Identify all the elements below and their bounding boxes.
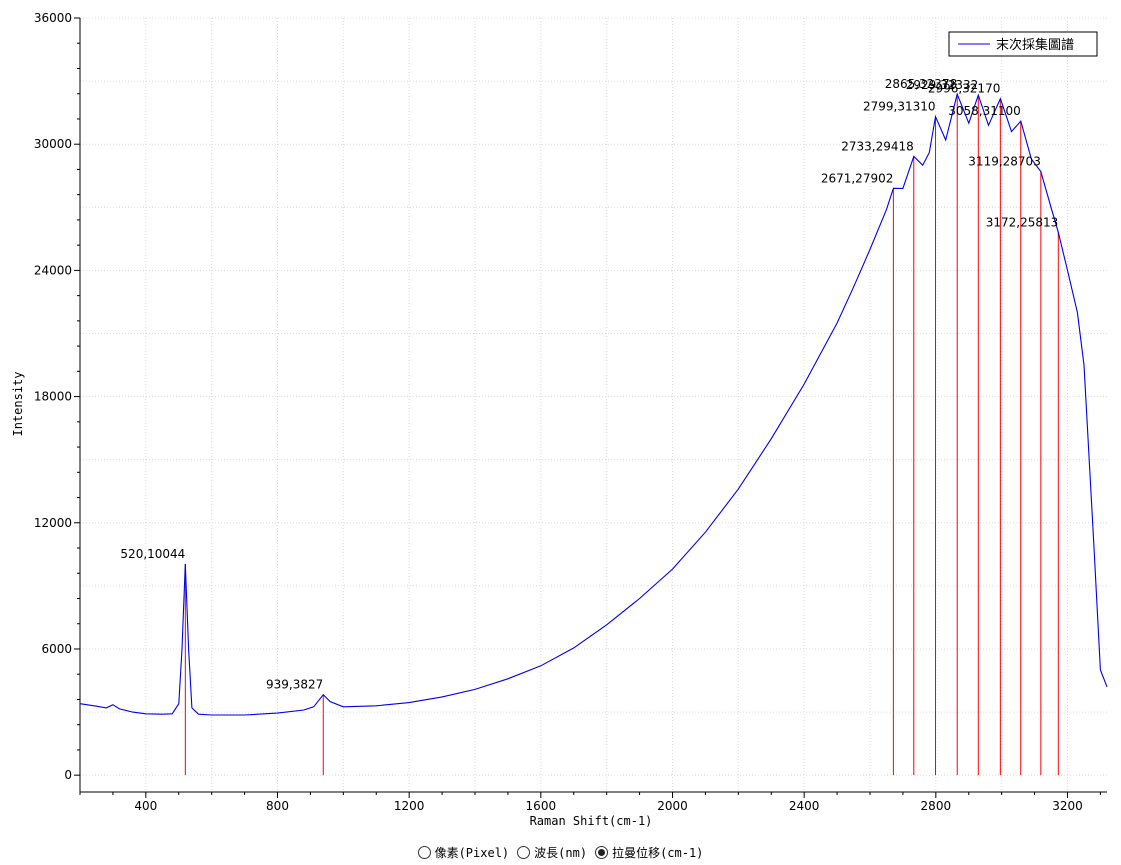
y-tick-label: 12000 [34, 516, 72, 530]
y-tick-label: 0 [64, 768, 72, 782]
x-tick-label: 2000 [657, 799, 688, 813]
peak-label: 2996,32170 [928, 82, 1001, 96]
grid [80, 17, 1107, 792]
x-tick-label: 2400 [789, 799, 820, 813]
peak-label: 3058,31100 [948, 104, 1021, 118]
y-tick-label: 6000 [41, 642, 72, 656]
x-tick-label: 2800 [921, 799, 952, 813]
series [79, 92, 1108, 716]
x-axis-label: Raman Shift(cm-1) [530, 814, 653, 828]
mode-option-label: 拉曼位移(cm-1) [612, 845, 704, 860]
series-line [79, 92, 1108, 716]
peak-label: 2865,32378 [885, 77, 958, 91]
radio-wavelength[interactable] [517, 845, 531, 859]
x-tick-label: 1600 [526, 799, 557, 813]
peak-label: 520,10044 [120, 547, 185, 561]
y-tick-label: 18000 [34, 390, 72, 404]
axes [74, 17, 1107, 798]
x-axis-unit-selector: 像素(Pixel) 波長(nm) 拉曼位移(cm-1) [0, 841, 1121, 863]
mode-option-label: 波長(nm) [534, 845, 588, 860]
x-tick-label: 3200 [1052, 799, 1083, 813]
mode-option-raman-shift[interactable]: 拉曼位移(cm-1) [595, 844, 703, 861]
peak-label: 3119,28703 [968, 154, 1041, 168]
x-tick-label: 400 [134, 799, 157, 813]
peak-markers [184, 94, 1059, 776]
raman-spectrum-chart: 400 800 1200 1600 2000 2400 2800 3200 0 6000 12000… [11, 11, 1108, 828]
peak-label: 3172,25813 [986, 215, 1059, 229]
y-tick-label: 30000 [34, 137, 72, 151]
legend: 末次採集圖譜 [948, 31, 1098, 57]
radio-pixel[interactable] [417, 845, 431, 859]
peak-labels: 520,10044 939,3827 2671,27902 2733,29418 279… [120, 77, 1058, 692]
x-tick-label: 800 [266, 799, 289, 813]
mode-option-wavelength[interactable]: 波長(nm) [517, 844, 587, 861]
peak-label: 939,3827 [266, 678, 323, 692]
x-tick-label: 1200 [394, 799, 425, 813]
peak-label: 2799,31310 [863, 100, 936, 114]
mode-option-label: 像素(Pixel) [434, 845, 510, 860]
y-tick-label: 36000 [34, 11, 72, 25]
tick-labels: 400 800 1200 1600 2000 2400 2800 3200 0 6000 12000… [34, 11, 1083, 813]
peak-label: 2671,27902 [821, 171, 894, 185]
legend-entry: 末次採集圖譜 [996, 37, 1074, 53]
mode-option-pixel[interactable]: 像素(Pixel) [417, 844, 510, 861]
peak-label: 2733,29418 [841, 139, 914, 153]
y-tick-label: 24000 [34, 263, 72, 277]
radio-raman-shift[interactable] [595, 845, 609, 859]
peak-label: 2929,32332 [906, 78, 979, 92]
y-axis-label: Intensity [11, 371, 25, 436]
